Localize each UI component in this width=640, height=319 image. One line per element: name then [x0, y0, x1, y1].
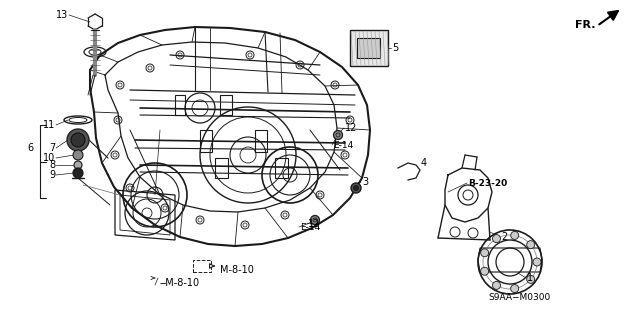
Circle shape [333, 130, 342, 139]
Text: 9: 9 [49, 170, 55, 180]
Circle shape [533, 258, 541, 266]
Text: B-23-20: B-23-20 [468, 179, 508, 188]
Bar [193, 260, 211, 272]
Text: E-14: E-14 [300, 222, 320, 232]
Text: 13: 13 [56, 10, 68, 20]
Circle shape [493, 281, 500, 289]
Text: E-14: E-14 [333, 140, 353, 150]
Text: 2: 2 [501, 232, 508, 242]
Text: 6: 6 [27, 143, 33, 153]
Text: 3: 3 [362, 177, 368, 187]
Polygon shape [350, 30, 388, 66]
Text: 8: 8 [49, 160, 55, 170]
Circle shape [67, 129, 89, 151]
Circle shape [74, 161, 82, 169]
Circle shape [511, 285, 518, 293]
Circle shape [493, 234, 500, 243]
Text: 5: 5 [392, 43, 398, 53]
Text: 1: 1 [527, 273, 533, 283]
Circle shape [353, 186, 358, 190]
Circle shape [527, 275, 534, 283]
Text: 7: 7 [49, 143, 55, 153]
Circle shape [310, 216, 319, 225]
Text: 12: 12 [345, 123, 357, 133]
Circle shape [351, 183, 361, 193]
Text: M-8-10: M-8-10 [220, 265, 254, 275]
Polygon shape [357, 38, 380, 58]
Circle shape [73, 150, 83, 160]
Text: FR.: FR. [575, 20, 595, 30]
Text: 4: 4 [421, 158, 427, 168]
Text: 11: 11 [43, 120, 55, 130]
Circle shape [511, 231, 518, 240]
Text: 10: 10 [43, 153, 55, 163]
Circle shape [481, 249, 488, 257]
Circle shape [527, 241, 534, 249]
Circle shape [73, 168, 83, 178]
Text: ‒M-8-10: ‒M-8-10 [160, 278, 200, 288]
Circle shape [71, 133, 85, 147]
Circle shape [481, 267, 488, 275]
Text: 12: 12 [308, 219, 321, 229]
Text: S9AA−M0300: S9AA−M0300 [488, 293, 550, 302]
